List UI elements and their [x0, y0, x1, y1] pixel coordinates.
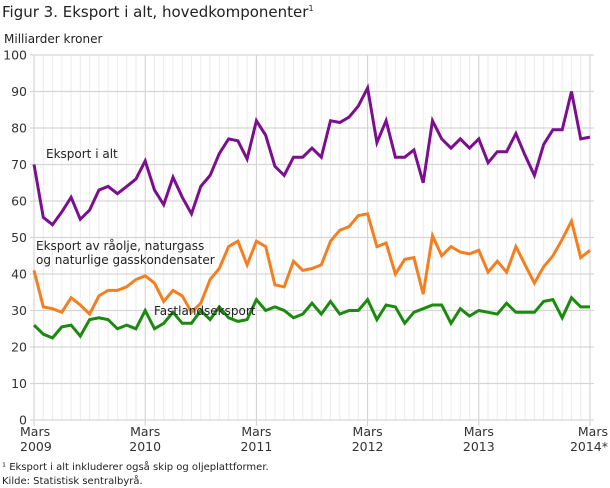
x-tick-month: Mars: [130, 424, 160, 439]
label-raolje-line1: Eksport av råolje, naturgass: [36, 239, 204, 253]
x-tick-year: 2010: [129, 439, 161, 454]
x-tick-year: 2009: [20, 439, 52, 454]
y-tick-label: 50: [11, 230, 27, 245]
series-line-1: [32, 212, 591, 317]
y-tick-label: 80: [11, 121, 27, 136]
x-tick-month: Mars: [578, 424, 608, 439]
x-ticks: Mars2009Mars2010Mars2011Mars2012Mars2013…: [20, 424, 608, 454]
y-axis-label: Milliarder kroner: [4, 32, 102, 46]
x-tick-year: 2011: [240, 439, 272, 454]
y-tick-label: 90: [11, 84, 27, 99]
y-ticks: 0 10 20 30 40 50 60 70 80 90 100: [3, 48, 27, 428]
series-line-0: [32, 83, 591, 227]
x-tick-year: 2012: [352, 439, 384, 454]
title-footnote-mark: 1: [308, 4, 313, 13]
y-tick-label: 70: [11, 157, 27, 172]
y-tick-label: 10: [11, 376, 27, 391]
series-line-2: [32, 295, 590, 340]
x-tick-month: Mars: [20, 424, 50, 439]
label-fastlandseksport: Fastlandseksport: [154, 304, 256, 318]
x-tick-year: 2013: [463, 439, 495, 454]
y-tick-label: 40: [11, 267, 27, 282]
x-tick-month: Mars: [241, 424, 271, 439]
series-lines: [32, 83, 591, 340]
y-tick-label: 60: [11, 194, 27, 209]
x-tick-month: Mars: [353, 424, 383, 439]
y-tick-label: 20: [11, 340, 27, 355]
grid: [30, 54, 594, 426]
y-tick-label: 100: [3, 48, 27, 63]
source-note: Kilde: Statistisk sentralbyrå.: [2, 474, 143, 487]
y-tick-label: 30: [11, 303, 27, 318]
label-eksport-i-alt: Eksport i alt: [46, 147, 118, 161]
x-tick-month: Mars: [464, 424, 494, 439]
chart-title: Figur 3. Eksport i alt, hovedkomponenter…: [2, 3, 314, 21]
x-tick-year: 2014*: [570, 439, 608, 454]
y-tick-label: 0: [19, 413, 27, 428]
footnote: ¹ Eksport i alt inkluderer også skip og …: [2, 460, 269, 473]
label-raolje-line2: og naturlige gasskondensater: [36, 253, 215, 267]
